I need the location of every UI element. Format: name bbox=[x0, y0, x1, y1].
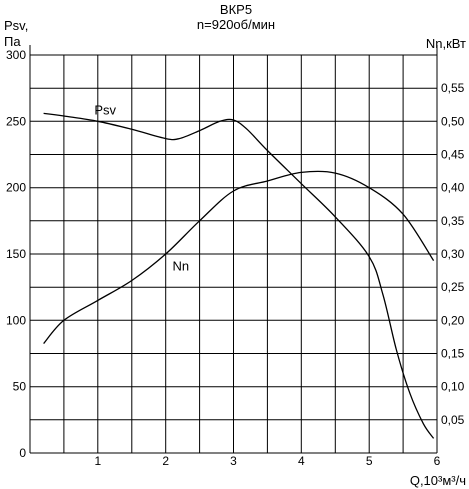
y-left-tick-label: 50 bbox=[13, 380, 27, 394]
right-axis-label: Nn,кВт bbox=[426, 36, 466, 51]
y-left-tick-label: 200 bbox=[6, 181, 26, 195]
plot-area: 0 50 100 150 200 250 300 0,05 0,10 0,15 0,20 0,25 0,… bbox=[6, 45, 465, 468]
y-left-tick-label: 150 bbox=[6, 247, 26, 261]
y-right-tick-label: 0,15 bbox=[441, 347, 465, 361]
x-axis-label: Q,10³м³/ч bbox=[410, 473, 466, 488]
y-right-tick-label: 0,05 bbox=[441, 413, 465, 427]
x-tick-label: 1 bbox=[94, 454, 101, 468]
x-tick-label: 2 bbox=[162, 454, 169, 468]
left-axis-label-line-2: Па bbox=[4, 34, 21, 49]
y-right-tick-label: 0,20 bbox=[441, 313, 465, 327]
x-tick-label: 4 bbox=[298, 454, 305, 468]
x-tick-label: 5 bbox=[366, 454, 373, 468]
y-right-tick-label: 0,45 bbox=[441, 148, 465, 162]
y-right-tick-label: 0,25 bbox=[441, 280, 465, 294]
series-label-nn: Nn bbox=[173, 259, 190, 274]
y-right-tick-label: 0,40 bbox=[441, 181, 465, 195]
x-tick-label: 3 bbox=[230, 454, 237, 468]
left-axis-label-line-1: Psv, bbox=[4, 18, 28, 33]
y-left-tick-label: 250 bbox=[6, 114, 26, 128]
series-line-nn bbox=[43, 170, 435, 345]
y-right-tick-label: 0,35 bbox=[441, 214, 465, 228]
chart-subtitle: n=920об/мин bbox=[197, 17, 275, 32]
y-right-tick-label: 0,30 bbox=[441, 247, 465, 261]
y-right-tick-label: 0,55 bbox=[441, 81, 465, 95]
chart-title: ВКР5 bbox=[220, 2, 252, 17]
x-tick-label: 6 bbox=[434, 454, 441, 468]
y-right-tick-label: 0,10 bbox=[441, 380, 465, 394]
y-right-tick-label: 0,50 bbox=[441, 114, 465, 128]
y-left-tick-label: 0 bbox=[19, 446, 26, 460]
y-left-tick-label: 100 bbox=[6, 313, 26, 327]
series-label-psv: Psv bbox=[94, 103, 116, 118]
y-left-tick-label: 300 bbox=[6, 48, 26, 62]
series-line-psv bbox=[43, 112, 435, 439]
